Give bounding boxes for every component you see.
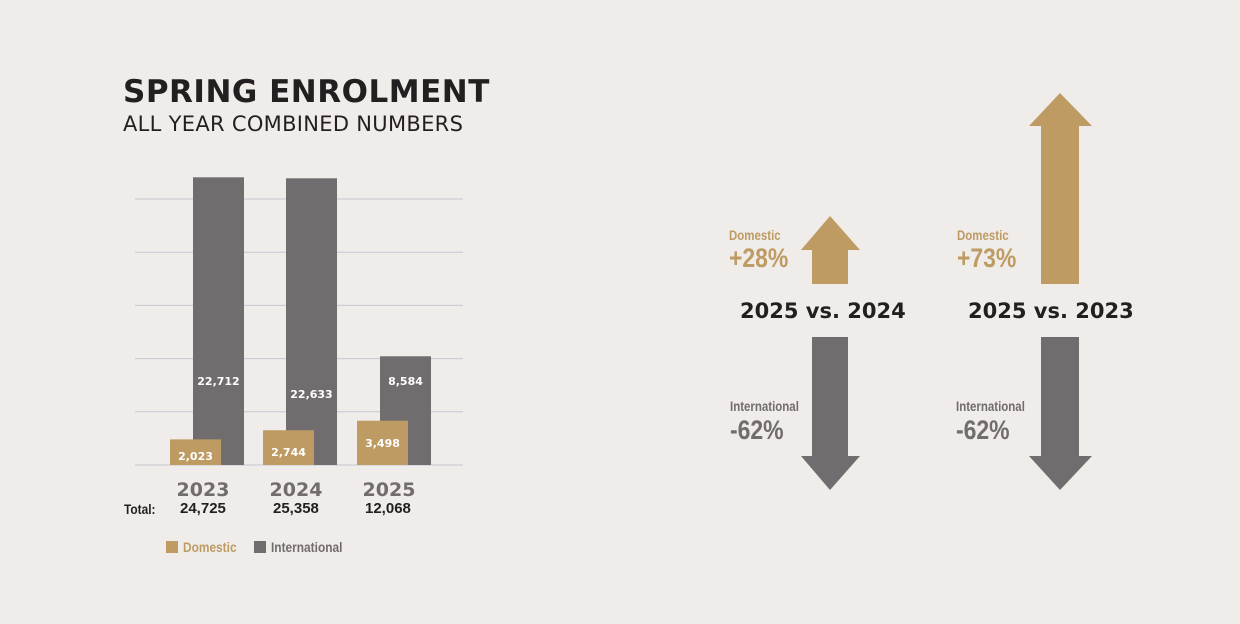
bar-domestic: [263, 430, 314, 465]
comparison-1-international-label: International: [730, 398, 799, 414]
total-2023: 24,725: [180, 500, 226, 517]
data-label-international: 8,584: [388, 375, 423, 388]
legend-swatch-domestic: [166, 541, 178, 553]
total-2025: 12,068: [365, 500, 411, 517]
data-label-domestic: 2,023: [178, 450, 213, 463]
bar-international: [193, 177, 244, 465]
comparison-2-domestic-change: +73%: [957, 243, 1017, 273]
data-label-domestic: 2,744: [271, 446, 306, 459]
totals-label: Total:: [124, 501, 156, 517]
legend-label-domestic: Domestic: [183, 539, 237, 555]
comparison-2-title: 2025 vs. 2023: [968, 299, 1134, 323]
bar-domestic: [170, 439, 221, 465]
comparison-2-domestic-label: Domestic: [957, 227, 1009, 243]
comparison-1-title: 2025 vs. 2024: [740, 299, 906, 323]
legend-swatch-international: [254, 541, 266, 553]
chart-title: SPRING ENROLMENT: [123, 74, 490, 110]
comparison-2-international-change: -62%: [956, 415, 1010, 445]
legend-label-international: International: [271, 539, 343, 555]
comparison-1-domestic-label: Domestic: [729, 227, 781, 243]
x-tick-label: 2025: [363, 479, 416, 501]
comparison-1-domestic-change: +28%: [729, 243, 789, 273]
data-label-international: 22,712: [197, 375, 239, 388]
comparison-1-international-change: -62%: [730, 415, 784, 445]
bar-domestic: [357, 420, 408, 465]
x-tick-label: 2023: [177, 479, 230, 501]
bar-international: [286, 178, 337, 465]
data-label-international: 22,633: [290, 388, 332, 401]
comparison-2-international-label: International: [956, 398, 1025, 414]
x-tick-label: 2024: [270, 479, 323, 501]
total-2024: 25,358: [273, 500, 319, 517]
data-label-domestic: 3,498: [365, 437, 400, 450]
chart-subtitle: ALL YEAR COMBINED NUMBERS: [123, 112, 464, 136]
